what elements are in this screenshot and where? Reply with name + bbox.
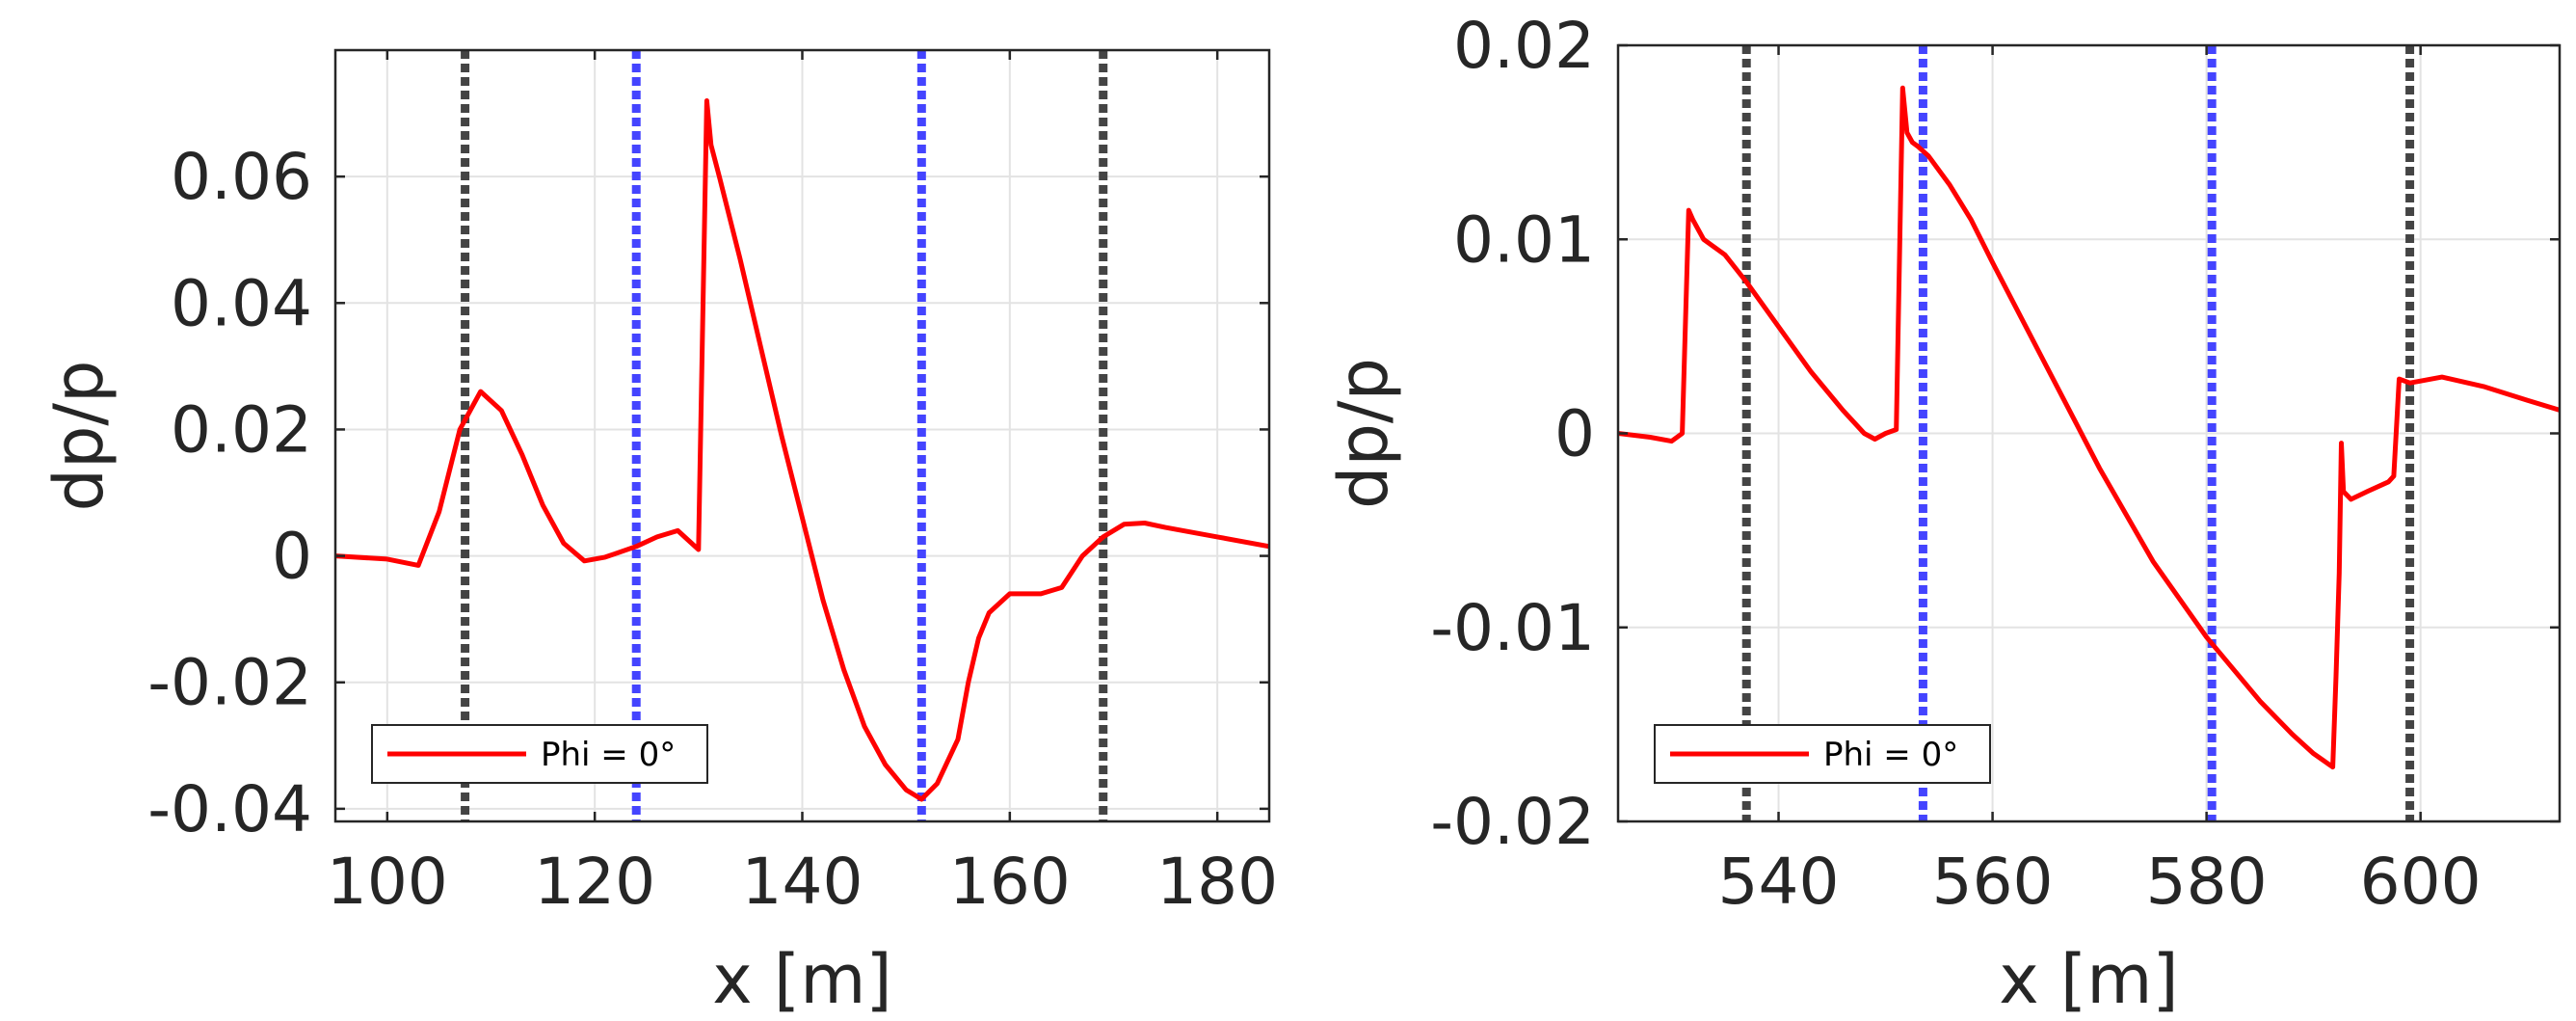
y-axis-label: dp/p — [40, 361, 119, 512]
x-axis-label: x [m] — [712, 940, 891, 1019]
x-tick-label: 180 — [1156, 845, 1278, 919]
y-tick-label: 0 — [1554, 397, 1595, 471]
x-tick-label: 580 — [2146, 845, 2268, 919]
chart-1: 100 120 140 160 180 -0.04 -0.02 0 0.02 0.04 0.06 x … — [40, 48, 1278, 1019]
x-tick-label: 100 — [327, 845, 448, 919]
legend: Phi = 0° — [1654, 724, 1991, 784]
y-tick-label: 0.02 — [1453, 9, 1595, 83]
legend: Phi = 0° — [371, 724, 708, 784]
x-axis-label: x [m] — [1999, 940, 2178, 1019]
x-tick-label: 140 — [742, 845, 863, 919]
y-tick-label: 0.04 — [171, 266, 312, 340]
y-tick-label: 0 — [272, 520, 312, 594]
y-tick-label: 0.01 — [1453, 202, 1595, 277]
y-tick-label: 0.06 — [171, 140, 312, 214]
y-tick-label: -0.02 — [147, 646, 312, 720]
series-line — [335, 98, 1269, 802]
legend-label: Phi = 0° — [541, 736, 676, 774]
y-tick-label: 0.02 — [171, 392, 312, 467]
y-axis-label: dp/p — [1324, 358, 1403, 509]
legend-label: Phi = 0° — [1823, 736, 1958, 774]
x-tick-label: 600 — [2360, 845, 2482, 919]
y-tick-label: -0.04 — [147, 772, 312, 846]
x-tick-label: 160 — [949, 845, 1071, 919]
y-tick-label: -0.02 — [1430, 785, 1595, 859]
x-tick-label: 120 — [534, 845, 655, 919]
x-tick-label: 560 — [1932, 845, 2054, 919]
y-tick-label: -0.01 — [1430, 591, 1595, 665]
x-tick-label: 540 — [1718, 845, 1840, 919]
chart-2: 540 560 580 600 -0.02 -0.01 0 0.01 0.02 x [m] dp/p… — [1324, 9, 2562, 1019]
series-line — [1618, 85, 2560, 770]
